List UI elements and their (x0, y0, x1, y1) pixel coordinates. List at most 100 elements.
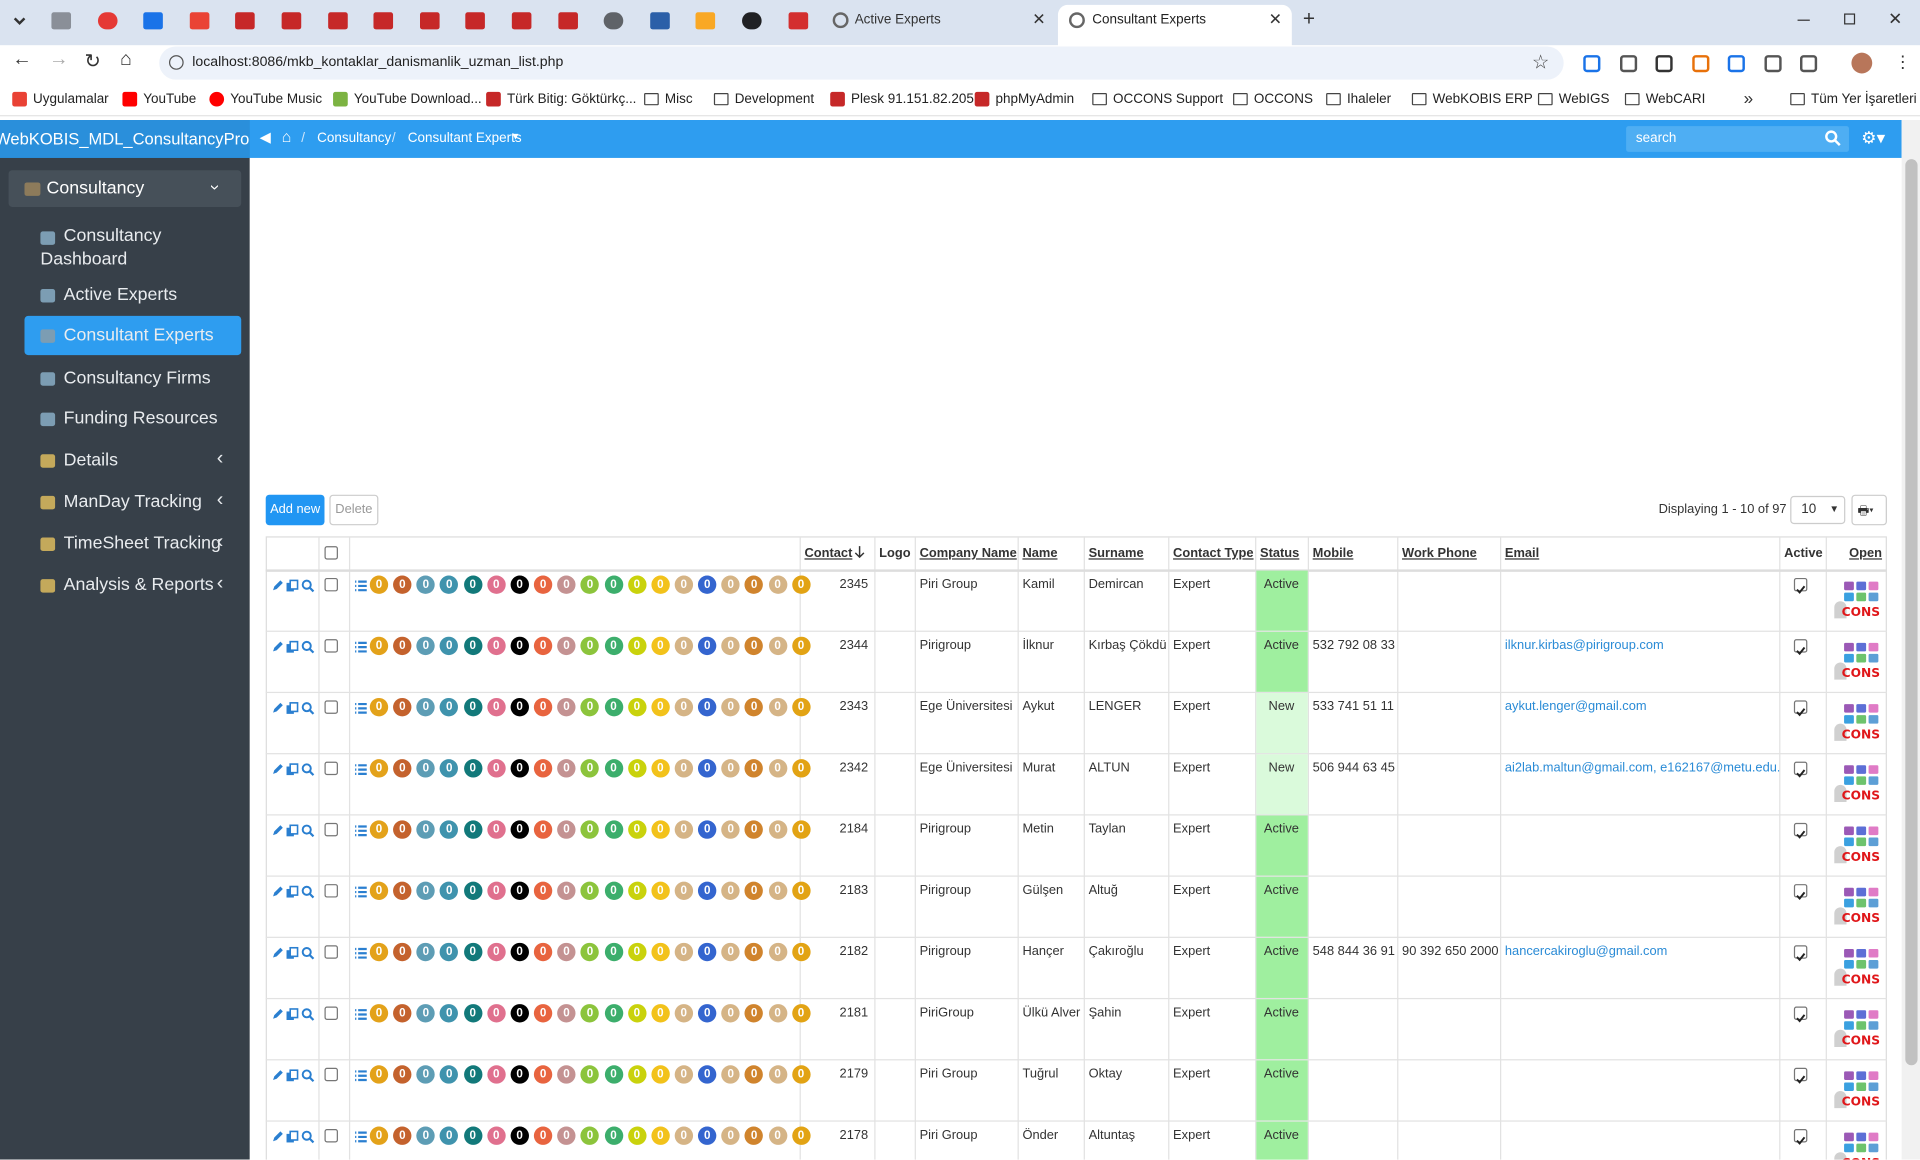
badge[interactable]: 0 (651, 697, 670, 717)
badge[interactable]: 0 (604, 1065, 623, 1084)
email[interactable]: ilknur.kirbas@pirigroup.com (1504, 637, 1664, 653)
badge[interactable]: 0 (744, 759, 764, 778)
sidebar-item[interactable]: Consultancy Firms (63, 368, 211, 389)
extension-icon[interactable] (1800, 55, 1818, 73)
badge[interactable]: 0 (721, 881, 740, 901)
forward[interactable]: → (48, 48, 69, 70)
badge[interactable]: 0 (416, 820, 436, 839)
checkbox[interactable] (1793, 761, 1808, 778)
badge[interactable]: 0 (744, 881, 764, 901)
bookmark[interactable]: Misc (664, 91, 693, 107)
badge[interactable]: 0 (393, 636, 412, 656)
badge[interactable]: 0 (510, 881, 529, 901)
tab-search[interactable] (11, 12, 28, 29)
badge[interactable]: 0 (440, 636, 459, 656)
badge[interactable]: 0 (416, 881, 436, 901)
checkbox[interactable] (1793, 822, 1808, 839)
badge[interactable]: 0 (604, 575, 623, 594)
badge[interactable]: 0 (510, 942, 529, 962)
view-icon[interactable] (301, 822, 315, 838)
badge[interactable]: 0 (580, 759, 600, 778)
badge[interactable]: 0 (533, 1004, 553, 1023)
badge[interactable]: 0 (440, 575, 459, 594)
badge[interactable]: 0 (416, 942, 436, 962)
badge[interactable]: 0 (393, 820, 412, 839)
open-icon-text[interactable]: CONS (1841, 789, 1881, 804)
badge[interactable]: 0 (627, 697, 647, 717)
badge[interactable]: 0 (768, 575, 787, 594)
pinned-tab[interactable] (97, 12, 118, 30)
pinned-tab[interactable] (419, 12, 440, 30)
badge[interactable]: 0 (580, 1126, 600, 1145)
badge[interactable]: 0 (698, 820, 717, 839)
tab-active[interactable] (1057, 4, 1292, 47)
badge[interactable]: 0 (698, 881, 717, 901)
badge[interactable]: 0 (651, 575, 670, 594)
badge[interactable]: 0 (487, 575, 506, 594)
badge[interactable]: 0 (744, 636, 764, 656)
badge[interactable]: 0 (393, 1004, 412, 1023)
bookmark[interactable]: WebCARI (1645, 91, 1706, 107)
badge[interactable]: 0 (768, 1126, 787, 1145)
bookmark[interactable]: phpMyAdmin (995, 91, 1075, 107)
badge[interactable]: 0 (369, 697, 389, 717)
badge[interactable]: 0 (651, 881, 670, 901)
badge[interactable]: 0 (791, 881, 811, 901)
column-header[interactable]: Mobile (1312, 546, 1354, 561)
reload[interactable]: ↻ (84, 51, 101, 73)
print-button[interactable]: 🖶▾ (1851, 494, 1887, 526)
badge[interactable]: 0 (369, 820, 389, 839)
pinned-tab[interactable] (649, 12, 670, 30)
list-icon[interactable] (354, 883, 367, 898)
pinned-tab[interactable] (557, 12, 578, 30)
view-icon[interactable] (301, 1128, 315, 1144)
badge[interactable]: 0 (698, 636, 717, 656)
column-header[interactable]: Name (1022, 546, 1058, 561)
badge[interactable]: 0 (651, 820, 670, 839)
badge[interactable]: 0 (721, 636, 740, 656)
badge[interactable]: 0 (533, 636, 553, 656)
badge[interactable]: 0 (768, 759, 787, 778)
badge[interactable]: 0 (674, 1126, 693, 1145)
bookmark[interactable]: YouTube Download... (353, 91, 482, 107)
badge[interactable]: 0 (604, 759, 623, 778)
extension-icon[interactable] (1583, 55, 1601, 73)
badge[interactable]: 0 (580, 942, 600, 962)
bookmark[interactable]: Tüm Yer İşaretleri (1811, 91, 1917, 107)
bookmarks-overflow[interactable]: » (1743, 88, 1754, 108)
badge[interactable]: 0 (510, 820, 529, 839)
badge[interactable]: 0 (674, 942, 693, 962)
badge[interactable]: 0 (533, 697, 553, 717)
badge[interactable]: 0 (416, 1126, 436, 1145)
badge[interactable]: 0 (440, 1126, 459, 1145)
pinned-tab[interactable] (189, 12, 210, 30)
bookmark-star[interactable]: ☆ (1531, 52, 1550, 74)
checkbox[interactable] (324, 822, 338, 837)
badge[interactable]: 0 (463, 759, 482, 778)
badge[interactable]: 0 (533, 942, 553, 962)
badge[interactable]: 0 (416, 697, 436, 717)
badge[interactable]: 0 (744, 820, 764, 839)
badge[interactable]: 0 (627, 820, 647, 839)
badge[interactable]: 0 (580, 820, 600, 839)
badge[interactable]: 0 (487, 759, 506, 778)
settings[interactable]: ⚙▾ (1861, 127, 1886, 147)
menu[interactable]: ⋮ (1894, 51, 1912, 72)
edit-icon[interactable] (271, 638, 283, 652)
view-icon[interactable] (301, 883, 315, 899)
edit-icon[interactable] (271, 1128, 283, 1142)
column-header[interactable]: Company Name (919, 546, 1017, 561)
badge[interactable]: 0 (369, 759, 389, 778)
search-icon[interactable] (1824, 130, 1841, 147)
column-header[interactable]: Open (1849, 546, 1883, 561)
badge[interactable]: 0 (580, 1004, 600, 1023)
open-icon-text[interactable]: CONS (1841, 973, 1881, 987)
view-icon[interactable] (301, 760, 315, 776)
badge[interactable]: 0 (721, 1126, 740, 1145)
pinned-tab[interactable] (603, 12, 624, 30)
badge[interactable]: 0 (487, 820, 506, 839)
list-icon[interactable] (354, 1067, 367, 1082)
badge[interactable]: 0 (674, 881, 693, 901)
badge[interactable]: 0 (791, 575, 811, 594)
checkbox[interactable] (324, 546, 338, 560)
